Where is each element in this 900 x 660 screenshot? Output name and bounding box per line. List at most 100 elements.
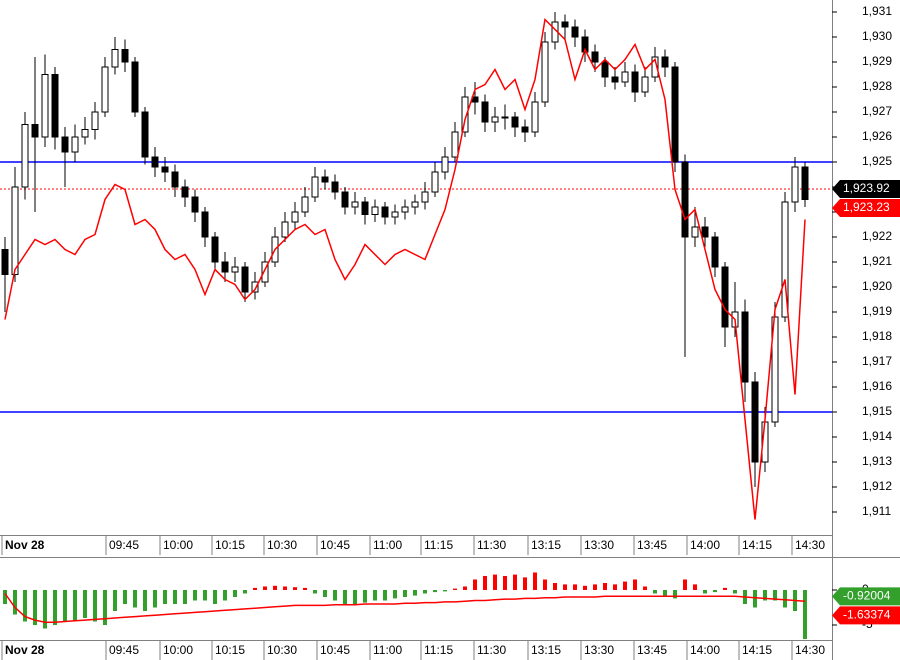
y-tick-label: 1,925 xyxy=(862,154,892,168)
candle-body xyxy=(361,201,369,215)
x-tick-label: 14:15 xyxy=(742,538,772,552)
y-tick-label: 1,917 xyxy=(862,354,892,368)
histogram-bar xyxy=(493,574,497,590)
x-tick-label: 13:15 xyxy=(531,538,561,552)
histogram-bar xyxy=(693,584,697,590)
candle-body xyxy=(611,76,619,83)
x-tick-label: 14:00 xyxy=(690,643,720,657)
candle-body xyxy=(411,201,419,208)
histogram-bar xyxy=(483,575,487,590)
histogram-bar xyxy=(383,589,387,601)
x-tick-label: 09:45 xyxy=(109,643,139,657)
candle-body xyxy=(801,166,809,200)
y-tick-label: 1,912 xyxy=(862,479,892,493)
candle-body xyxy=(311,176,319,198)
x-tick-label: Nov 28 xyxy=(5,643,45,657)
candle-body xyxy=(711,236,719,268)
x-tick-label: 10:00 xyxy=(163,538,193,552)
candle-body xyxy=(231,266,239,273)
x-tick-label: 09:45 xyxy=(109,538,139,552)
value-tag xyxy=(832,587,900,606)
x-tick-label: 13:30 xyxy=(584,643,614,657)
histogram-bar xyxy=(183,589,187,604)
histogram-bar xyxy=(43,589,47,629)
candle-body xyxy=(111,49,119,68)
histogram-bar xyxy=(83,589,87,619)
y-tick-label: 1,915 xyxy=(862,404,892,418)
histogram-bar xyxy=(603,582,607,590)
candle-body xyxy=(321,176,329,183)
candle-body xyxy=(691,226,699,238)
histogram-bar xyxy=(333,589,337,601)
candle-body xyxy=(101,66,109,113)
histogram-bar xyxy=(363,589,367,603)
histogram-bar xyxy=(133,589,137,608)
candle-body xyxy=(461,96,469,133)
candle-body xyxy=(671,66,679,163)
histogram-bar xyxy=(53,589,57,626)
histogram-bar xyxy=(703,589,707,594)
histogram-bar xyxy=(3,589,7,604)
histogram-bar xyxy=(533,572,537,590)
line-series xyxy=(4,17,806,520)
histogram-bar xyxy=(423,589,427,594)
histogram-bar xyxy=(433,589,437,593)
histogram-bar xyxy=(403,589,407,597)
histogram-bar xyxy=(623,581,627,590)
histogram-bar xyxy=(283,586,287,590)
candle-body xyxy=(11,186,19,275)
histogram-bar xyxy=(763,589,767,601)
candle-body xyxy=(121,49,129,63)
x-tick-label: 11:15 xyxy=(424,643,453,657)
y-tick-label: 1,928 xyxy=(862,79,892,93)
line-series xyxy=(4,593,806,623)
x-tick-label: 10:30 xyxy=(267,643,297,657)
histogram-bar xyxy=(523,577,527,590)
histogram-bar xyxy=(683,579,687,590)
histogram-bar xyxy=(353,589,357,604)
candle-body xyxy=(501,116,509,119)
candle-body xyxy=(41,74,49,138)
histogram-bar xyxy=(103,589,107,626)
candle-body xyxy=(561,21,569,28)
candle-body xyxy=(591,51,599,63)
candle-body xyxy=(91,111,99,130)
x-tick-label: 10:15 xyxy=(215,643,245,657)
histogram-bar xyxy=(23,589,27,622)
histogram-bar xyxy=(273,585,277,590)
histogram-bar xyxy=(413,589,417,596)
histogram-bar xyxy=(573,584,577,590)
candle-body xyxy=(781,201,789,318)
candle-body xyxy=(181,186,189,198)
value-tag xyxy=(832,199,900,217)
candle-body xyxy=(31,124,39,138)
candle-body xyxy=(61,136,69,153)
value-tag-label: 1,923.92 xyxy=(843,181,890,195)
y-tick-label: 1,927 xyxy=(862,104,892,118)
y-tick-label: 1,920 xyxy=(862,279,892,293)
y-tick-label: 1,931 xyxy=(862,4,892,18)
histogram-bar xyxy=(253,587,257,590)
x-tick-label: 10:30 xyxy=(267,538,297,552)
candle-body xyxy=(791,166,799,203)
value-tag xyxy=(832,180,900,198)
histogram-bar xyxy=(783,589,787,608)
histogram-bar xyxy=(323,589,327,597)
histogram-bar xyxy=(233,589,237,597)
histogram-bar xyxy=(113,589,117,612)
x-tick-label: 11:00 xyxy=(373,643,402,657)
histogram-bar xyxy=(313,589,317,594)
candle-body xyxy=(421,191,429,203)
histogram-bar xyxy=(303,587,307,590)
x-tick-label: 10:15 xyxy=(215,538,245,552)
candle-body xyxy=(281,221,289,238)
y-tick-label: 1,916 xyxy=(862,379,892,393)
candle-body xyxy=(141,111,149,158)
histogram-bar xyxy=(453,588,457,590)
value-tag-label: 1,923.23 xyxy=(843,200,890,214)
x-tick-label: 10:45 xyxy=(320,643,350,657)
candle-body xyxy=(701,226,709,238)
value-tag xyxy=(832,606,900,625)
